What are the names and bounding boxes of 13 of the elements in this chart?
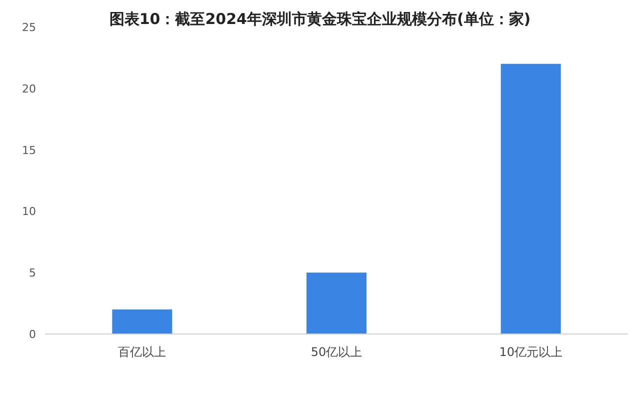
chart-title: 图表10：截至2024年深圳市黄金珠宝企业规模分布(单位：家): [109, 10, 531, 28]
x-tick-label: 10亿元以上: [499, 345, 562, 359]
y-tick-label: 20: [22, 82, 36, 96]
y-tick-label: 5: [29, 266, 36, 280]
x-tick-label: 百亿以上: [118, 345, 166, 359]
x-tick-label: 50亿以上: [310, 345, 362, 359]
y-tick-label: 25: [22, 21, 36, 34]
y-tick-label: 10: [22, 205, 36, 218]
bar: [306, 272, 366, 334]
y-tick-label: 15: [22, 144, 36, 157]
bar: [112, 309, 172, 334]
bar: [500, 64, 561, 334]
y-tick-label: 0: [29, 328, 36, 341]
